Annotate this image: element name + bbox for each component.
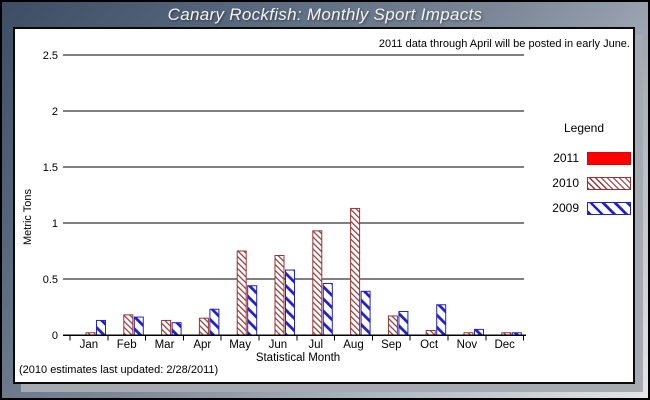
- legend-swatch-2011: [587, 151, 631, 165]
- bar-2009-apr: [209, 308, 220, 336]
- x-tick-label-mar: Mar: [155, 339, 175, 351]
- x-tick-label-dec: Dec: [494, 339, 515, 351]
- legend-label-2011: 2011: [553, 151, 579, 165]
- y-tick-label-2: 2: [52, 106, 58, 118]
- bar-2010-apr: [198, 317, 209, 336]
- data-availability-note: 2011 data through April will be posted i…: [378, 38, 630, 50]
- bar-2009-jul: [322, 282, 333, 336]
- x-tick-label-apr: Apr: [193, 339, 211, 351]
- chart-title: Canary Rockfish: Monthly Sport Impacts: [167, 5, 483, 24]
- bar-2010-may: [236, 250, 247, 336]
- bar-2009-may: [247, 285, 258, 336]
- legend-title: Legend: [563, 121, 605, 135]
- bar-2009-mar: [171, 322, 182, 336]
- x-tick-label-feb: Feb: [117, 339, 137, 351]
- x-tick-label-oct: Oct: [420, 339, 439, 351]
- plot-area: 0 0.5 1 1.5 2 2.5 Jan Feb Mar Apr May Jun Jul Aug Sep O…: [22, 50, 526, 364]
- legend-item-2011: 2011: [537, 151, 631, 165]
- bar-2009-sep: [398, 310, 409, 336]
- bar-2010-jun: [274, 254, 285, 336]
- y-tick-label-1: 1: [52, 218, 58, 230]
- bar-2010-sep: [387, 315, 398, 336]
- bar-2009-nov: [474, 328, 484, 336]
- bar-2009-jan: [96, 319, 106, 336]
- bar-2010-aug: [350, 207, 361, 336]
- y-tick-label-0.5: 0.5: [43, 274, 58, 286]
- y-tick-label-2.5: 2.5: [43, 50, 58, 62]
- bar-2010-jul: [312, 230, 323, 336]
- x-tick-label-sep: Sep: [381, 339, 401, 351]
- x-tick-label-jun: Jun: [269, 339, 288, 351]
- legend-swatch-2009: [587, 201, 631, 215]
- chart-panel: 2011 data through April will be posted i…: [13, 27, 635, 384]
- bar-2009-jun: [285, 269, 295, 336]
- x-axis-title: Statistical Month: [256, 352, 340, 364]
- x-tick-label-may: May: [229, 339, 251, 351]
- bar-2009-feb: [133, 316, 144, 336]
- x-tick-label-aug: Aug: [343, 339, 363, 351]
- legend-item-2009: 2009: [537, 201, 631, 215]
- y-axis-title: Metric Tons: [22, 188, 34, 245]
- y-tick-label-1.5: 1.5: [43, 162, 58, 174]
- legend-label-2009: 2009: [552, 201, 579, 215]
- last-updated-note: (2010 estimates last updated: 2/28/2011): [19, 364, 219, 376]
- legend-label-2010: 2010: [552, 176, 579, 190]
- legend: Legend 2011 2010 2009: [537, 121, 631, 227]
- title-bar: Canary Rockfish: Monthly Sport Impacts: [2, 2, 648, 28]
- bar-2009-aug: [360, 290, 371, 336]
- legend-swatch-2010: [587, 176, 631, 190]
- x-tick-label-jul: Jul: [308, 339, 323, 351]
- legend-item-2010: 2010: [537, 176, 631, 190]
- bar-2009-oct: [436, 304, 447, 336]
- x-tick-label-nov: Nov: [457, 339, 478, 351]
- x-tick-label-jan: Jan: [80, 339, 99, 351]
- y-tick-label-0: 0: [52, 330, 58, 342]
- bar-2010-mar: [161, 319, 172, 336]
- bar-2010-feb: [123, 314, 134, 336]
